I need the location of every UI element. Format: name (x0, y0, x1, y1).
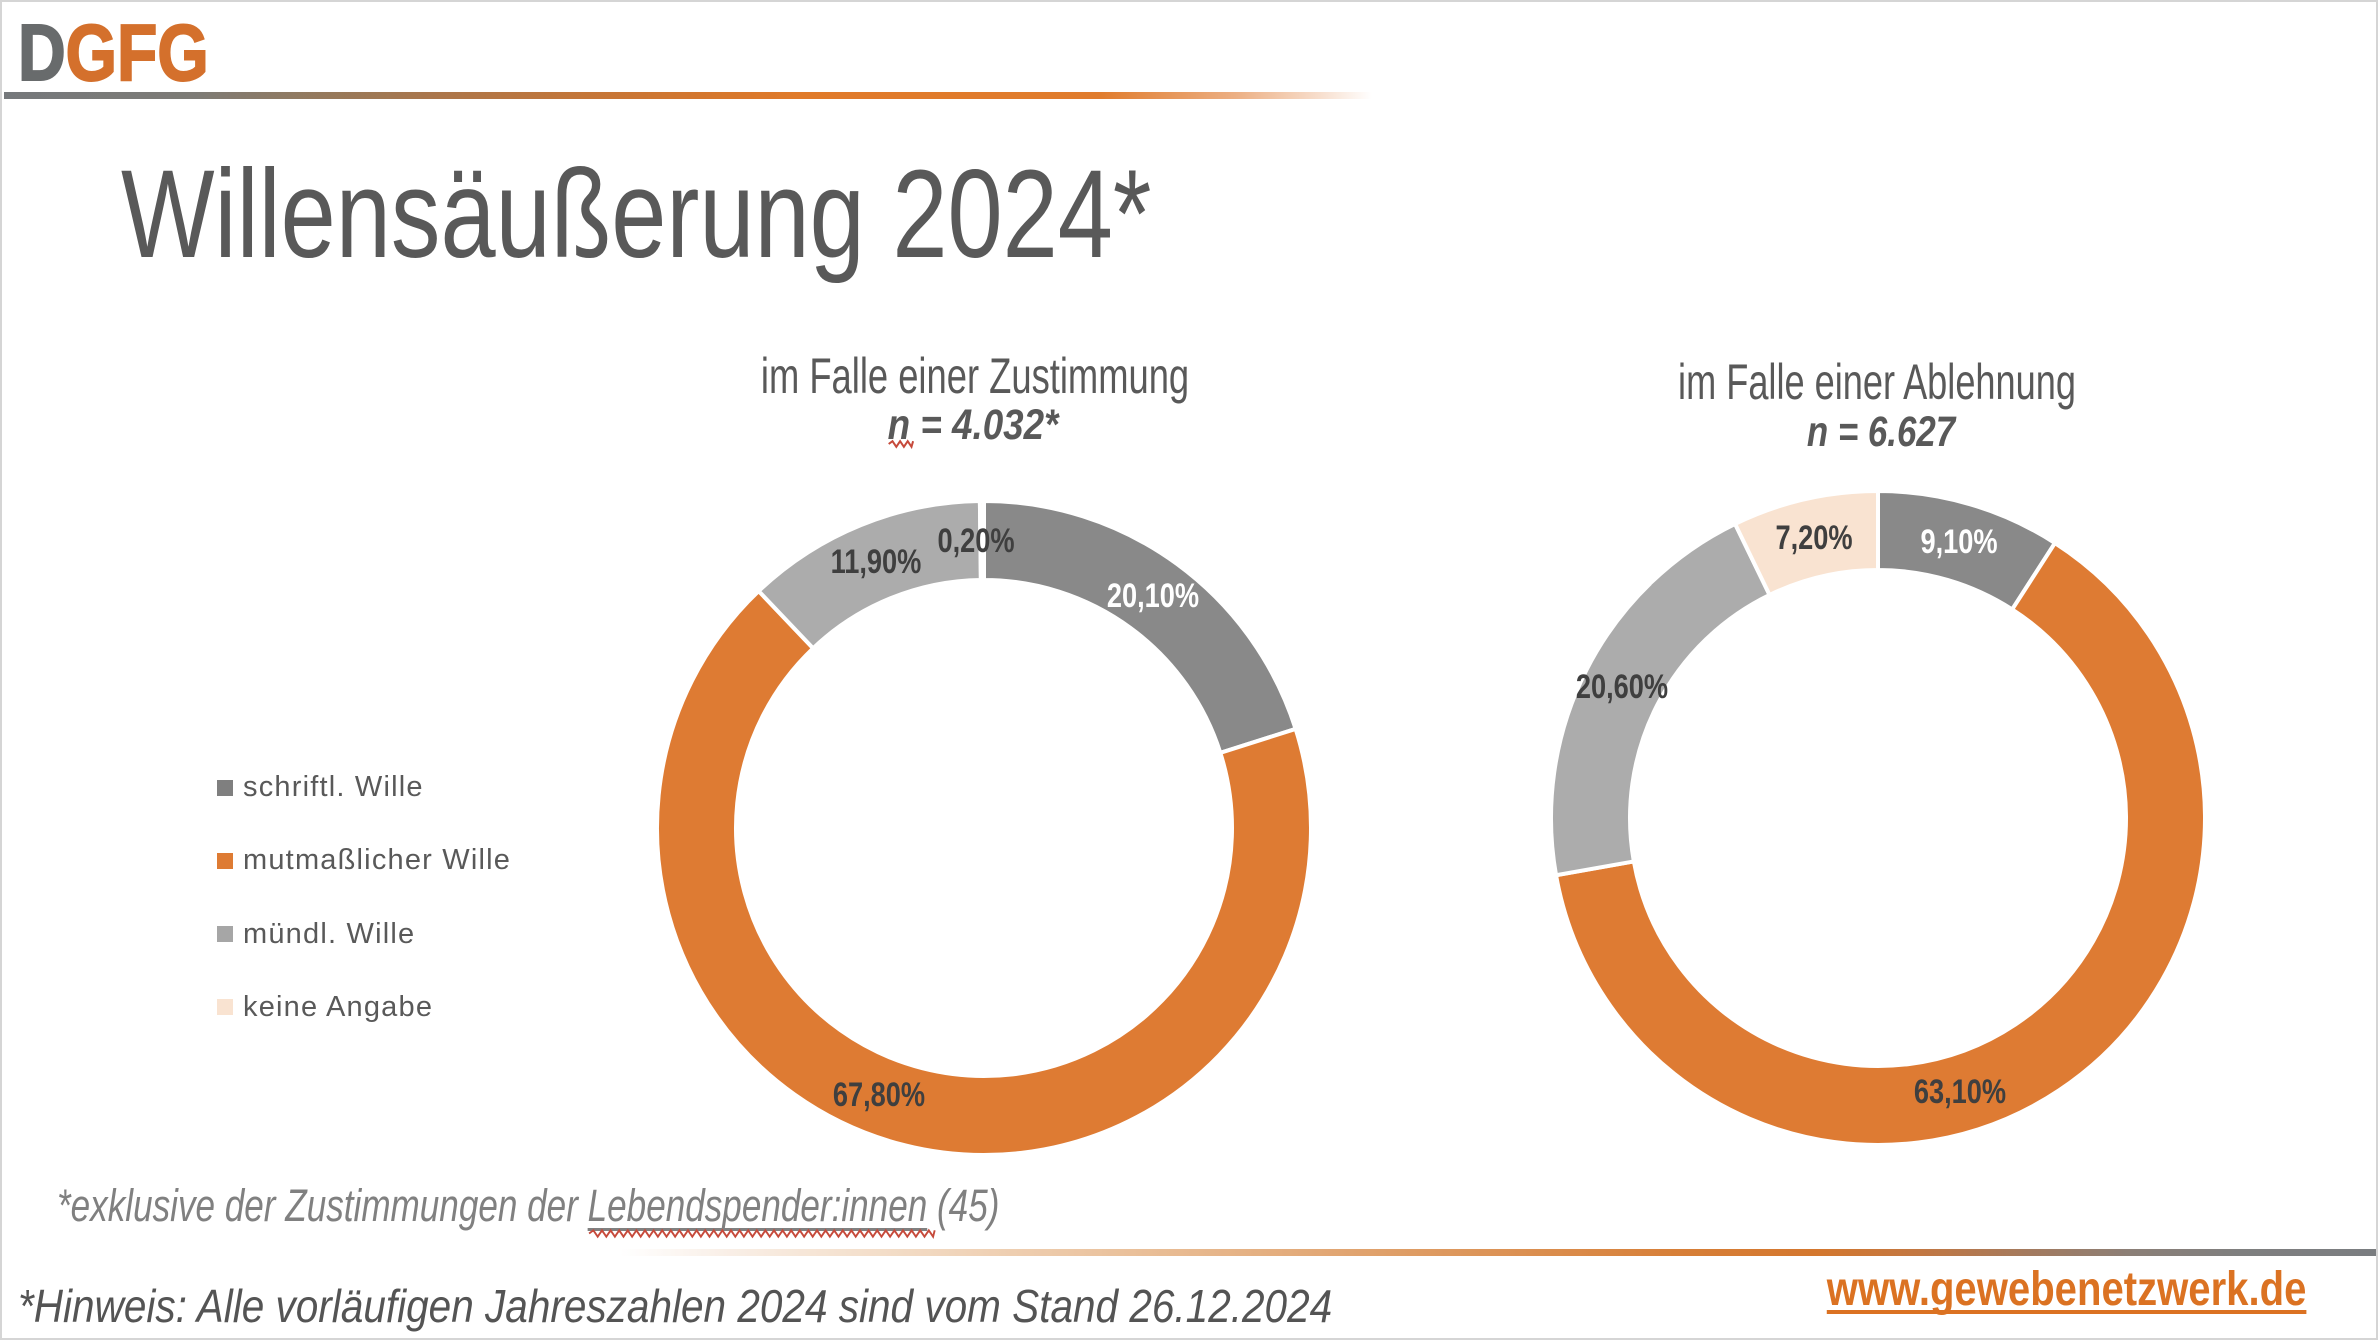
legend-label: keine Angabe (243, 990, 434, 1023)
slice-label: 7,20% (1775, 518, 1853, 557)
logo-letter-d: D (17, 7, 66, 97)
legend-swatch-icon (217, 999, 233, 1016)
legend-label: mutmaßlicher Wille (243, 844, 512, 877)
top-divider-line (4, 92, 1372, 99)
slice-label: 20,60% (1576, 668, 1669, 707)
donut-chart-2 (1549, 488, 2208, 1147)
dgfg-logo: DGFG (17, 11, 209, 93)
slice-label: 20,10% (1107, 577, 1200, 616)
legend-item-3: mündl. Wille (217, 917, 416, 950)
donut-slice-mutma-licher-Wille (655, 587, 1313, 1157)
slice-label: 0,20% (937, 521, 1016, 560)
subtitle-n-symbol: n (887, 400, 911, 449)
spellcheck-squiggle (588, 1228, 936, 1240)
hinweis-note: *Hinweis: Alle vorläufigen Jahreszahlen … (18, 1279, 1333, 1332)
legend-swatch-icon (217, 926, 233, 943)
legend-item-1: schriftl. Wille (217, 771, 424, 803)
donut-slice-mutma-licher-Wille (1553, 539, 2208, 1147)
donut-chart-1 (655, 498, 1313, 1157)
slice-label: 11,90% (830, 542, 922, 581)
footnote-suffix: (45) (926, 1179, 999, 1231)
legend-label: mündl. Wille (243, 917, 416, 950)
chart-title-ablehnung: im Falle einer Ablehnung (1678, 353, 2076, 410)
chart-subtitle-ablehnung: n = 6.627 (1807, 411, 1955, 454)
donut-slice-keine-Angabe (1732, 488, 1880, 598)
slice-label: 9,10% (1920, 523, 1998, 562)
legend-item-4: keine Angabe (217, 990, 434, 1023)
slide-title: Willensäußerung 2024* (121, 145, 1152, 285)
legend-swatch-icon (217, 852, 233, 869)
legend-label: schriftl. Wille (243, 771, 424, 803)
website-link[interactable]: www.gewebenetzwerk.de (1826, 1262, 2306, 1316)
subtitle-value: = 4.032* (910, 400, 1059, 449)
footnote-prefix: *exklusive der Zustimmungen der (56, 1179, 588, 1231)
donut-slice-schriftl-Wille (982, 498, 1299, 756)
slice-label: 67,80% (832, 1075, 925, 1114)
chart-subtitle-zustimmung: n = 4.032* (887, 400, 1059, 449)
logo-letters-gfg: GFG (65, 7, 210, 97)
subtitle-n-symbol: n (1806, 408, 1829, 457)
slice-label: 63,10% (1914, 1073, 2007, 1112)
subtitle-value: = 6.627 (1828, 408, 1956, 457)
bottom-divider-line (620, 1249, 2376, 1256)
footnote-underlined-word: Lebendspender:innen (587, 1179, 927, 1231)
chart-title-zustimmung: im Falle einer Zustimmung (760, 348, 1190, 405)
footnote-exklusive: *exklusive der Zustimmungen der Lebendsp… (57, 1183, 999, 1228)
donut-slice-keine-Angabe (977, 498, 986, 582)
legend-item-2: mutmaßlicher Wille (217, 844, 512, 877)
legend-swatch-icon (217, 779, 233, 796)
